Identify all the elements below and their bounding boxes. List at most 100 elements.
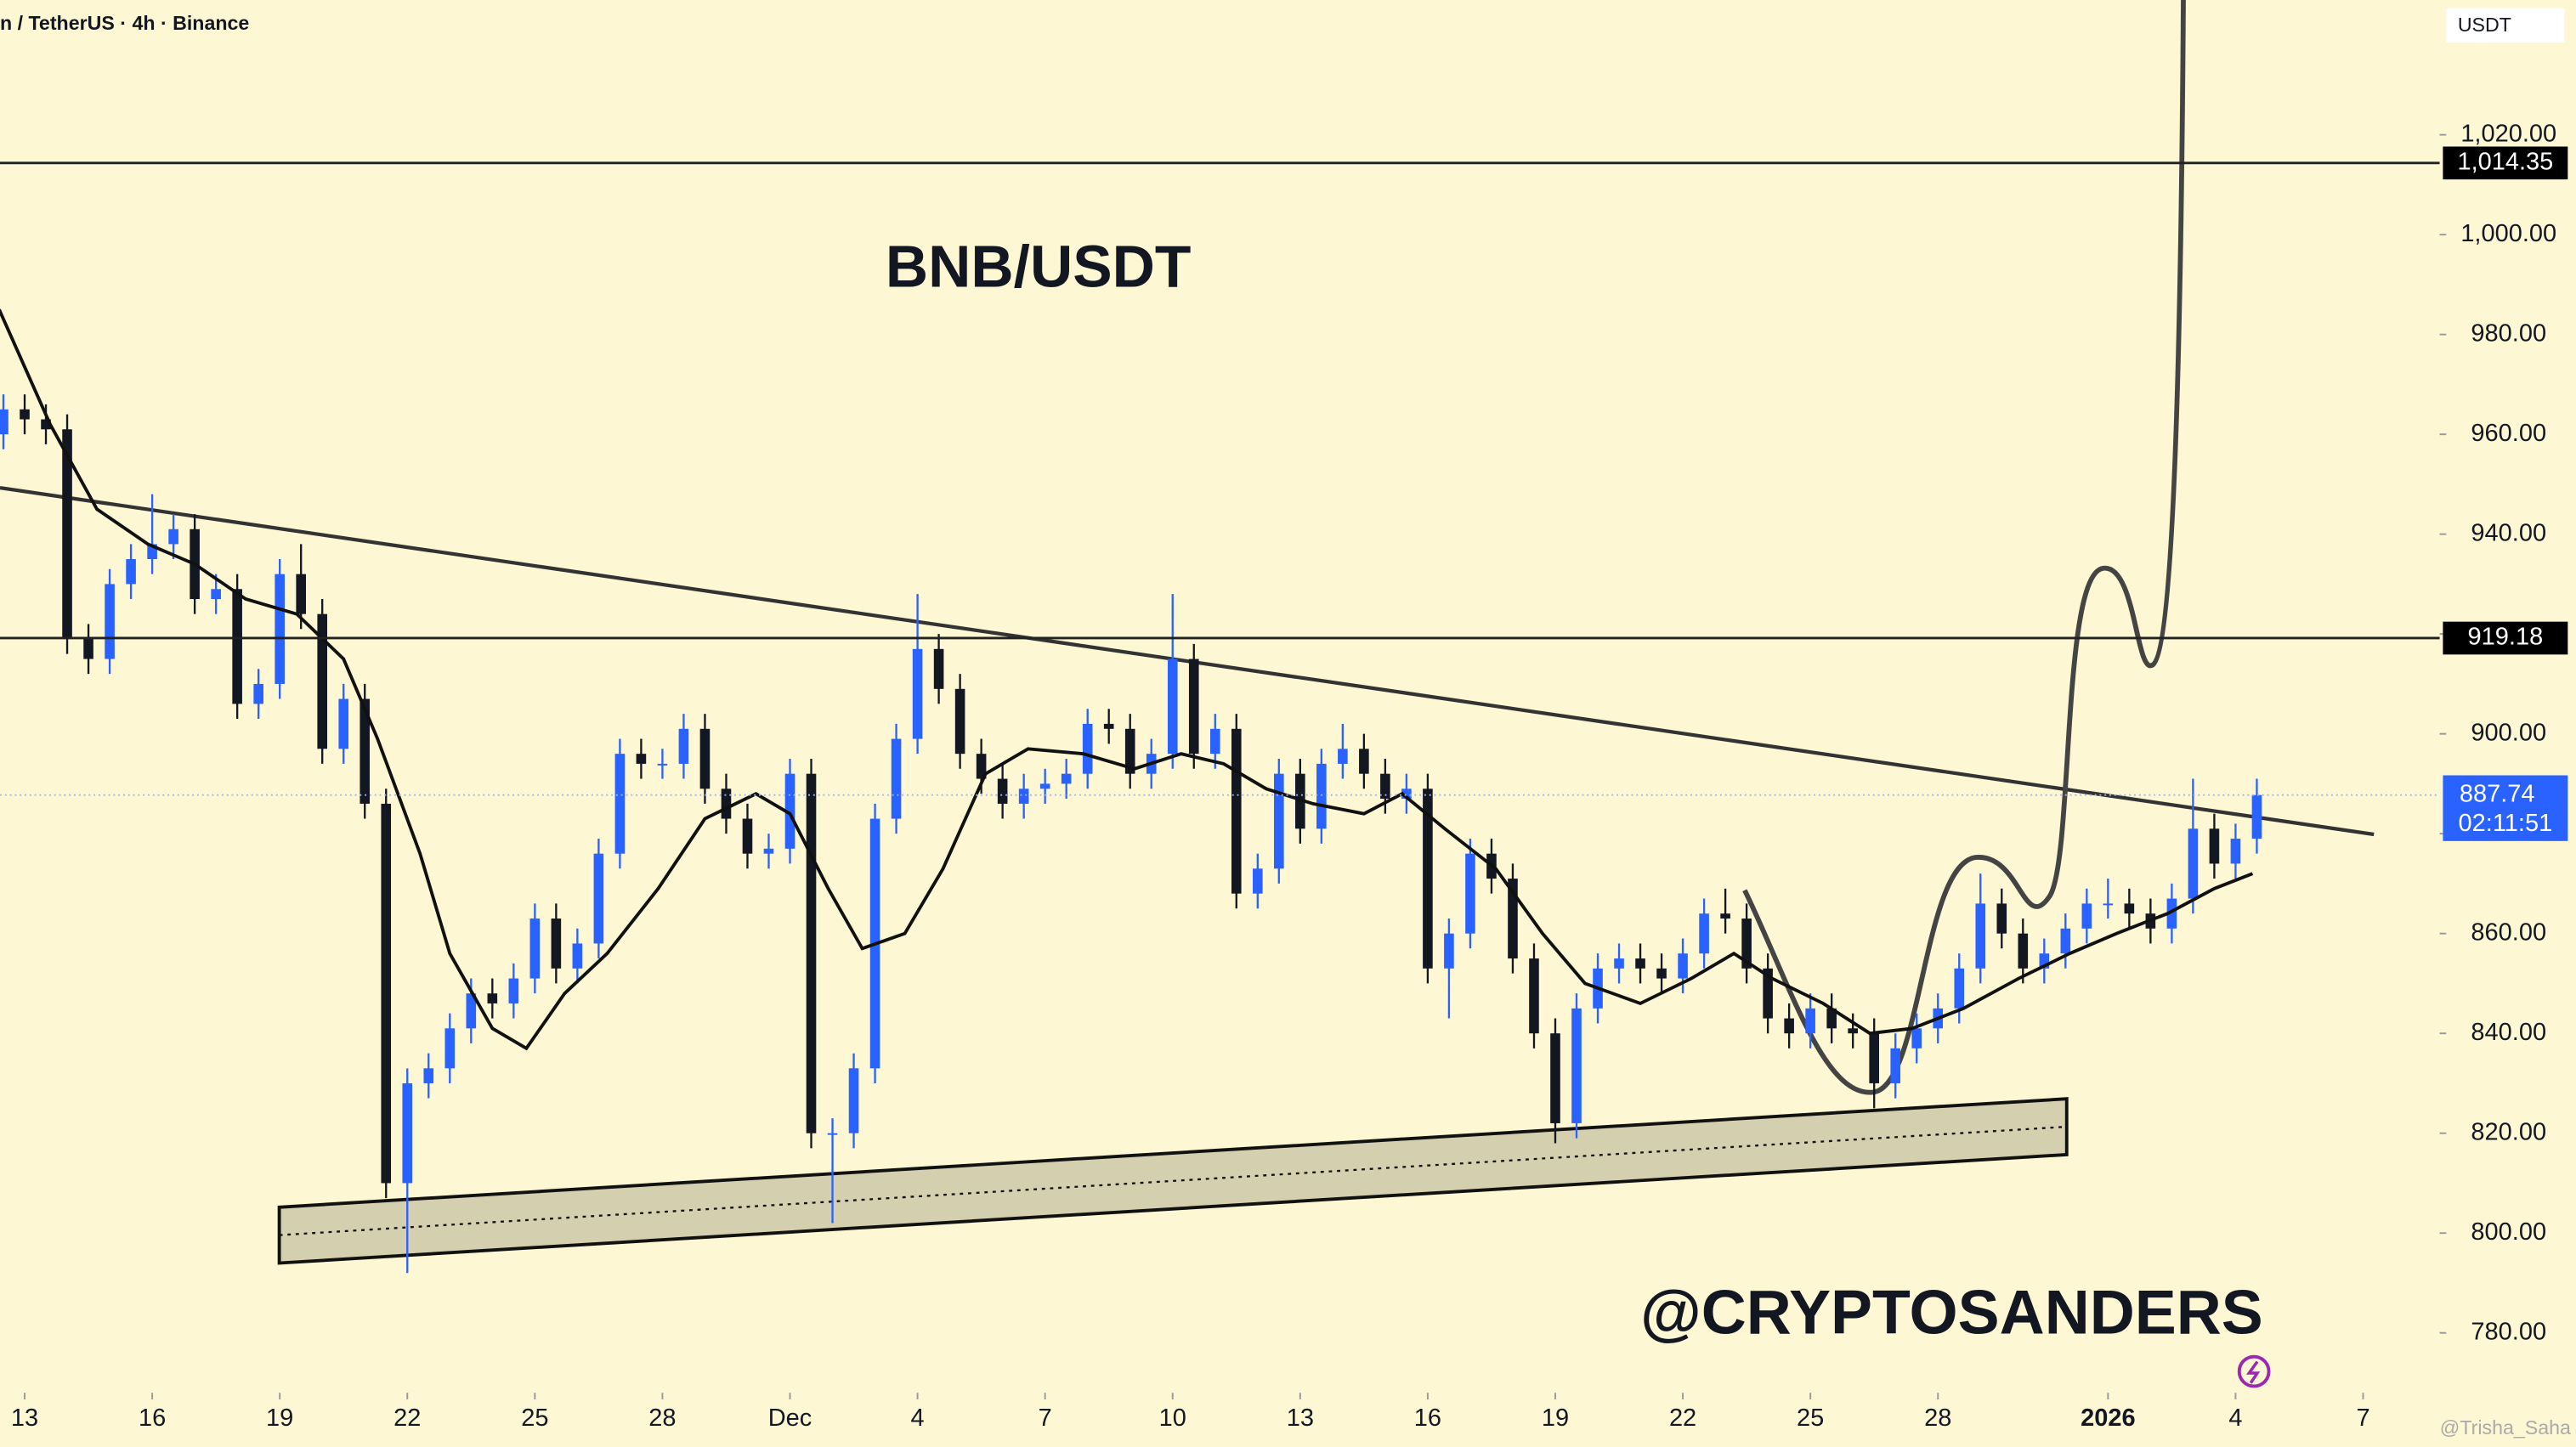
candle-body [105,584,115,659]
candle-body [2103,903,2114,906]
candle-body [721,789,732,819]
candle-body [1720,913,1730,919]
candle-body [678,728,689,764]
candle-body [1124,728,1135,774]
candle-body [20,409,30,420]
candle-body [253,683,263,704]
candle-body [1018,789,1029,804]
candle-body [62,429,72,640]
candle-body [912,648,923,739]
candle-body [275,574,285,684]
candle-body [1529,958,1539,1034]
x-tick-label: 19 [266,1405,293,1432]
candle-body [2166,898,2177,929]
candle-body [2124,903,2135,914]
y-tick-label: 860.00 [2471,919,2546,946]
x-tick-label: 25 [1797,1405,1824,1432]
trendline [0,486,2375,837]
candle-body [1741,919,1752,969]
candle-body [1061,773,1072,784]
candle-body [1848,1028,1858,1034]
candle-body [742,818,753,854]
candle-body [1167,658,1178,755]
candle-body [1209,728,1220,755]
level-label: 919.18 [2468,624,2544,651]
x-tick-label: 4 [911,1405,925,1432]
candle-body [1996,903,2007,934]
candle-body [1444,933,1454,969]
x-tick-label: 4 [2228,1405,2242,1432]
candle-body [423,1068,434,1083]
candle-body [1614,958,1624,969]
candle-body [487,993,498,1003]
watermark: @Trisha_Saha [2440,1416,2571,1439]
candle-body [444,1028,456,1069]
currency: USDT [2458,14,2511,36]
icon[interactable] [2237,1354,2271,1388]
candle-body [2251,794,2262,839]
candle-body [83,639,93,659]
x-tick-label: 13 [11,1405,38,1432]
y-tick-label: 980.00 [2471,319,2546,347]
candle-body [529,919,541,979]
x-tick-label: 2026 [2081,1405,2135,1432]
level-tag [2443,146,2568,180]
candle-body [848,1068,859,1133]
candle-body [1911,1028,1922,1049]
last-price-label: 887.74 [2460,780,2535,807]
candle-body [1188,658,1199,755]
candle-body [2188,828,2199,899]
candle-body [1890,1048,1901,1083]
icon-bolt [2245,1360,2261,1384]
candle-body [1253,868,1263,894]
y-tick-label: 1,000.00 [2460,220,2556,247]
candle-body [1784,1018,1794,1034]
candle-body [147,544,157,560]
candle-body [126,559,136,585]
x-tick-label: 16 [1414,1405,1441,1432]
y-tick-label: 840.00 [2471,1019,2546,1046]
candle-body [572,943,583,969]
countdown: 02:11:51 [2459,810,2553,837]
candle-body [1401,789,1412,800]
candle-body [954,688,965,755]
candle-body [1571,1008,1582,1123]
x-tick-label: 16 [139,1405,166,1432]
chart-title: BNB/USDT [886,233,1191,299]
candle-body [1316,763,1327,829]
candle-body [211,589,221,600]
candle-body [1954,968,1965,1009]
candle-body [657,763,668,766]
channel-mid [279,1125,2067,1236]
candle-body [2018,933,2029,969]
candle-body [763,848,774,854]
candle-body [1338,749,1348,764]
candle-body [699,728,711,789]
last-price-tag [2443,775,2568,841]
candle-body [1678,953,1688,979]
candle-body [0,409,8,435]
candle-body [593,853,604,944]
y-tick-label: 800.00 [2471,1218,2546,1246]
x-tick-label: 22 [393,1405,421,1432]
candle-body [2060,928,2071,954]
candle-body [933,648,944,689]
annotation: @CRYPTOSANDERS [1640,1278,2263,1348]
candle-body [402,1082,413,1184]
x-tick-label: 25 [521,1405,548,1432]
candle-body [41,419,51,430]
candle-body [317,613,328,749]
candle-body [1423,789,1433,969]
candle-body [614,754,626,854]
candle-body [2039,953,2050,969]
x-tick-label: Dec [768,1405,812,1432]
x-tick-label: 28 [648,1405,676,1432]
candle-body [1550,1033,1560,1123]
x-tick-label: 22 [1669,1405,1696,1432]
candle-body [360,698,371,804]
candle-body [997,778,1008,804]
candle-body [1763,968,1773,1019]
candle-body [381,803,392,1184]
